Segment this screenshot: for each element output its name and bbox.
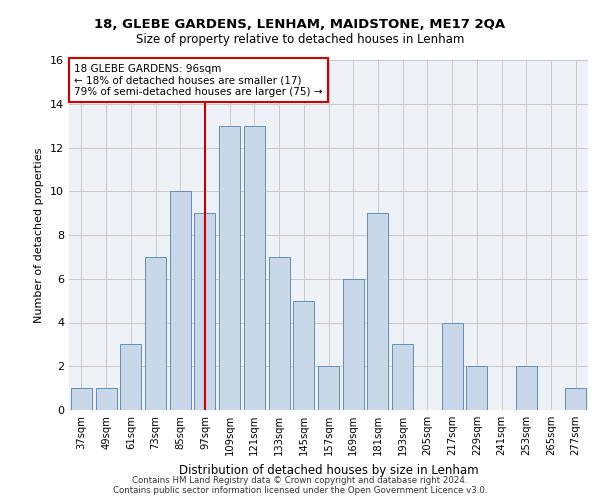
Bar bbox=[71, 388, 92, 410]
Bar bbox=[170, 191, 191, 410]
Text: Contains public sector information licensed under the Open Government Licence v3: Contains public sector information licen… bbox=[113, 486, 487, 495]
Bar bbox=[343, 279, 364, 410]
Bar bbox=[293, 300, 314, 410]
Text: Contains HM Land Registry data © Crown copyright and database right 2024.: Contains HM Land Registry data © Crown c… bbox=[132, 476, 468, 485]
X-axis label: Distribution of detached houses by size in Lenham: Distribution of detached houses by size … bbox=[179, 464, 478, 476]
Bar bbox=[516, 366, 537, 410]
Bar bbox=[318, 366, 339, 410]
Bar bbox=[367, 213, 388, 410]
Bar bbox=[244, 126, 265, 410]
Bar bbox=[466, 366, 487, 410]
Bar bbox=[219, 126, 240, 410]
Bar bbox=[120, 344, 141, 410]
Text: 18, GLEBE GARDENS, LENHAM, MAIDSTONE, ME17 2QA: 18, GLEBE GARDENS, LENHAM, MAIDSTONE, ME… bbox=[94, 18, 506, 30]
Bar bbox=[442, 322, 463, 410]
Bar bbox=[269, 257, 290, 410]
Bar bbox=[145, 257, 166, 410]
Y-axis label: Number of detached properties: Number of detached properties bbox=[34, 148, 44, 322]
Bar bbox=[95, 388, 116, 410]
Bar bbox=[392, 344, 413, 410]
Bar bbox=[194, 213, 215, 410]
Text: 18 GLEBE GARDENS: 96sqm
← 18% of detached houses are smaller (17)
79% of semi-de: 18 GLEBE GARDENS: 96sqm ← 18% of detache… bbox=[74, 64, 323, 96]
Text: Size of property relative to detached houses in Lenham: Size of property relative to detached ho… bbox=[136, 32, 464, 46]
Bar bbox=[565, 388, 586, 410]
